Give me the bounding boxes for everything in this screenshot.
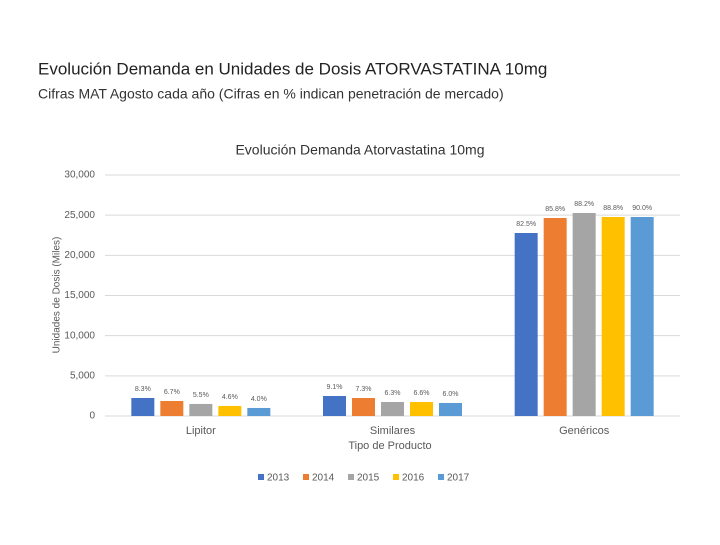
bar <box>601 217 625 416</box>
y-tick-label: 10,000 <box>64 330 95 341</box>
bar-annotation: 9.1% <box>327 384 343 391</box>
bar <box>543 217 567 416</box>
bar <box>439 402 462 416</box>
bar-annotation: 90.0% <box>632 205 652 212</box>
bar-annotation: 82.5% <box>516 221 536 228</box>
bar <box>381 402 404 416</box>
slide-title: Evolución Demanda en Unidades de Dosis A… <box>38 59 547 78</box>
bar-annotation: 4.6% <box>222 394 238 401</box>
bar-annotation: 7.3% <box>356 386 372 393</box>
bar <box>189 403 213 416</box>
x-tick-label: Lipitor <box>186 425 216 437</box>
bar <box>160 400 184 416</box>
bar <box>247 407 271 416</box>
x-tick-label: Similares <box>370 425 416 437</box>
bar-annotation: 88.2% <box>574 201 594 208</box>
bar <box>410 402 433 416</box>
y-tick-label: 30,000 <box>64 170 95 181</box>
x-axis-label: Tipo de Producto <box>348 440 431 452</box>
y-tick-label: 20,000 <box>64 250 95 261</box>
bar-annotation: 6.3% <box>385 390 401 397</box>
legend-label: 2017 <box>447 473 470 484</box>
bar-annotation: 8.3% <box>135 386 151 393</box>
bar-annotation: 5.5% <box>193 392 209 399</box>
bar-annotation: 88.8% <box>603 205 623 212</box>
chart-title: Evolución Demanda Atorvastatina 10mg <box>235 142 484 158</box>
bar <box>352 398 375 416</box>
legend-label: 2013 <box>267 473 290 484</box>
bar <box>514 233 538 416</box>
bar <box>323 395 346 416</box>
legend-label: 2014 <box>312 473 335 484</box>
bar <box>218 405 242 416</box>
y-tick-label: 0 <box>89 411 95 422</box>
y-tick-label: 15,000 <box>64 290 95 301</box>
legend-swatch <box>258 474 264 480</box>
bar <box>131 398 155 416</box>
legend-swatch <box>393 474 399 480</box>
y-tick-label: 25,000 <box>64 210 95 221</box>
bar-annotation: 4.0% <box>251 396 267 403</box>
y-axis-label: Unidades de Dosis (Miles) <box>52 237 63 354</box>
y-tick-label: 5,000 <box>70 370 95 381</box>
legend-label: 2016 <box>402 473 425 484</box>
bar-annotation: 6.7% <box>164 389 180 396</box>
bar <box>630 217 654 416</box>
legend-swatch <box>348 474 354 480</box>
x-tick-label: Genéricos <box>559 425 610 437</box>
bar-annotation: 6.6% <box>414 390 430 397</box>
legend-swatch <box>438 474 444 480</box>
legend-label: 2015 <box>357 473 380 484</box>
slide-subtitle: Cifras MAT Agosto cada año (Cifras en % … <box>38 86 504 102</box>
legend-swatch <box>303 474 309 480</box>
bar <box>572 212 596 416</box>
bar-annotation: 85.8% <box>545 206 565 213</box>
bar-annotation: 6.0% <box>443 391 459 398</box>
